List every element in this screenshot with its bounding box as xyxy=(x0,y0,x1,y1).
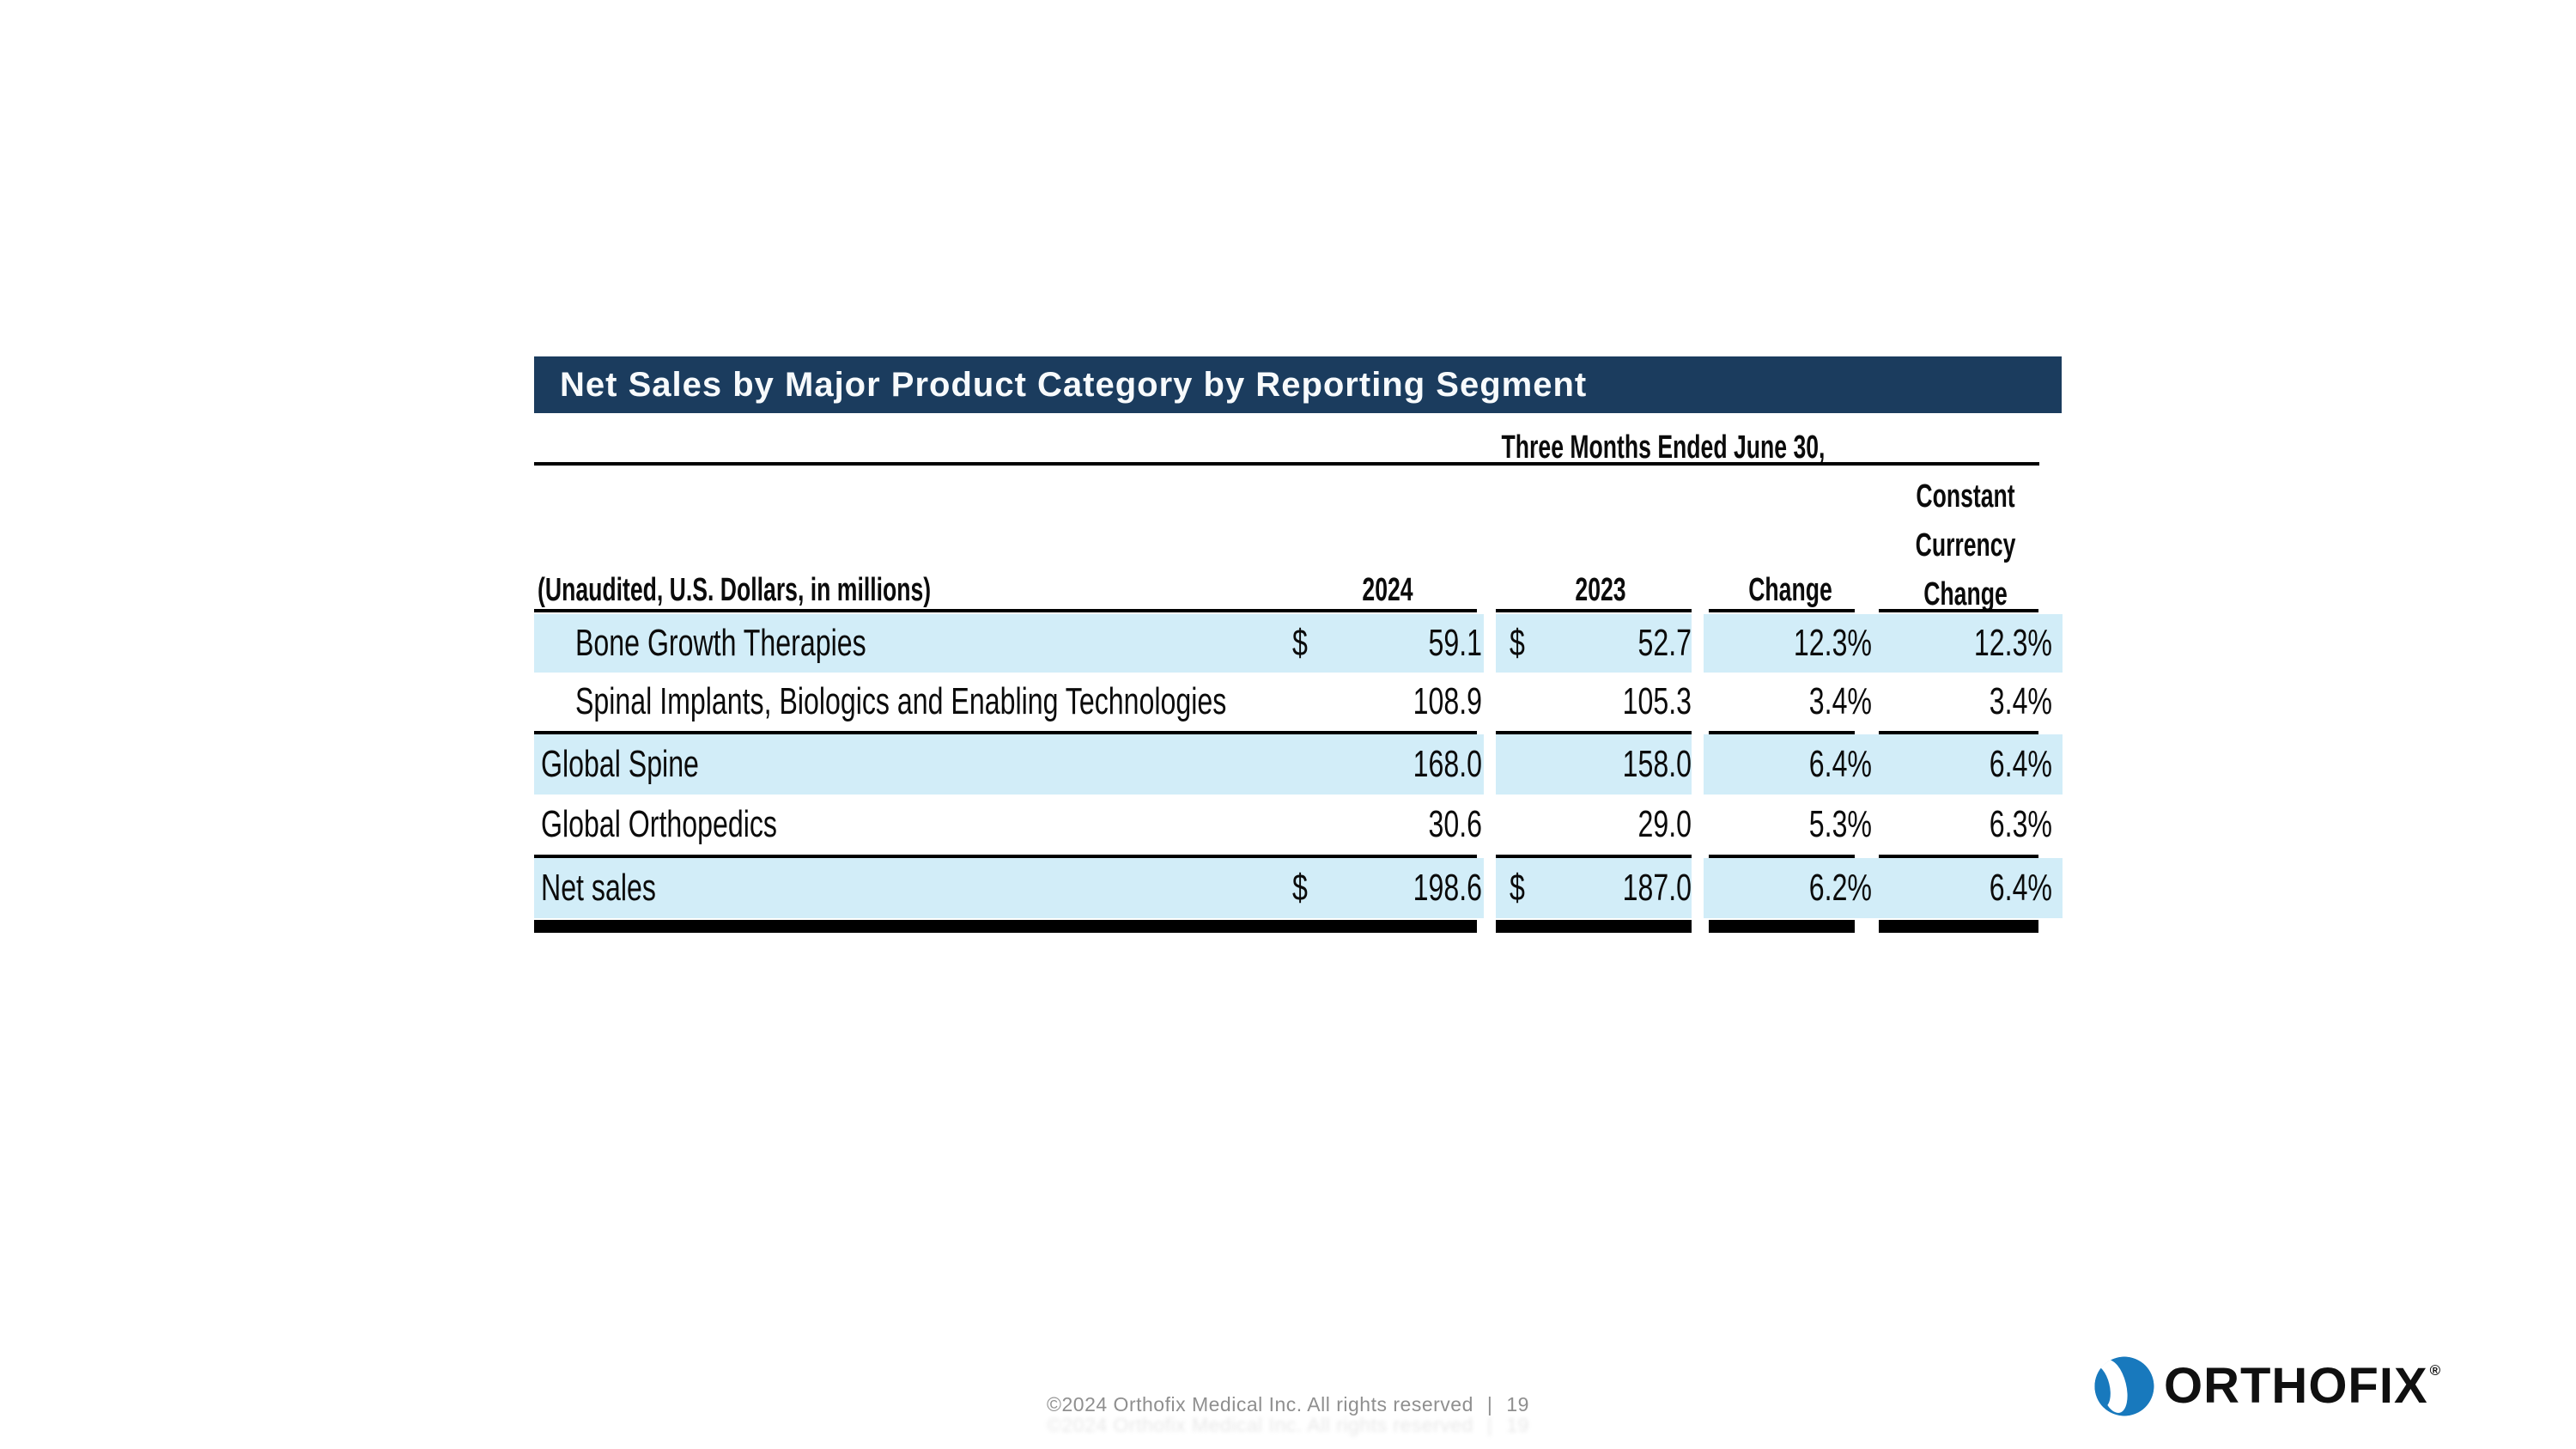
table-row-net-sales: Net sales $ 198.6 $ 187.0 6.2% 6.4% xyxy=(534,858,2063,918)
subtotal-underline-segment xyxy=(534,731,1477,734)
value-constant-currency-change: 3.4% xyxy=(1989,680,2052,722)
subtotal-underline-segment xyxy=(1879,731,2038,734)
header-underline-segment xyxy=(1879,609,2038,612)
total-underline-segment xyxy=(1496,855,1692,858)
value-2023: 52.7 xyxy=(1637,622,1692,664)
orthofix-wordmark: ORTHOFIX ® xyxy=(2164,1361,2441,1411)
cc-header-line-1: Constant xyxy=(1916,478,2015,514)
dollar-sign: $ xyxy=(1510,622,1525,664)
value-constant-currency-change: 6.4% xyxy=(1989,743,2052,785)
dollar-sign: $ xyxy=(1292,867,1308,909)
footer: ©2024 Orthofix Medical Inc. All rights r… xyxy=(0,1393,2576,1416)
table-bottom-bar-segment xyxy=(1709,920,1855,933)
table-row-bone-growth-therapies: Bone Growth Therapies $ 59.1 $ 52.7 12.3… xyxy=(534,614,2063,673)
table-row-global-spine: Global Spine 168.0 158.0 6.4% 6.4% xyxy=(534,734,2063,795)
value-2023: 158.0 xyxy=(1622,743,1692,785)
footer-separator: | xyxy=(1486,1393,1493,1416)
table-bottom-bar-segment xyxy=(1496,920,1692,933)
period-header: Three Months Ended June 30, xyxy=(1501,429,1826,466)
cc-header-line-3: Change xyxy=(1923,576,2008,612)
column-header-2024: 2024 xyxy=(1362,572,1413,608)
value-change: 6.2% xyxy=(1808,867,1872,909)
value-constant-currency-change: 12.3% xyxy=(1973,622,2052,664)
value-2023: 187.0 xyxy=(1622,867,1692,909)
header-top-rule xyxy=(534,462,2039,466)
table-title-bar: Net Sales by Major Product Category by R… xyxy=(534,356,2062,413)
table-row-spinal-implants: Spinal Implants, Biologics and Enabling … xyxy=(534,673,2063,731)
value-2024: 168.0 xyxy=(1413,743,1482,785)
table-row-global-orthopedics: Global Orthopedics 30.6 29.0 5.3% 6.3% xyxy=(534,795,2063,855)
registered-mark: ® xyxy=(2429,1362,2442,1379)
copyright-text: ©2024 Orthofix Medical Inc. All rights r… xyxy=(1047,1393,1473,1416)
column-header-constant-currency-change: Constant Currency Change xyxy=(1880,472,2051,619)
column-gap xyxy=(1484,734,1496,795)
table-title: Net Sales by Major Product Category by R… xyxy=(560,365,1588,404)
value-2024: 59.1 xyxy=(1428,622,1482,664)
logo-text: ORTHOFIX xyxy=(2164,1358,2428,1414)
value-constant-currency-change: 6.3% xyxy=(1989,803,2052,845)
value-2024: 198.6 xyxy=(1413,867,1482,909)
table-bottom-bar-segment xyxy=(1879,920,2038,933)
total-underline-segment xyxy=(1879,855,2038,858)
value-change: 12.3% xyxy=(1793,622,1872,664)
row-label: Bone Growth Therapies xyxy=(575,622,866,664)
table-bottom-bar-segment xyxy=(534,920,1477,933)
value-2023: 29.0 xyxy=(1637,803,1692,845)
value-change: 5.3% xyxy=(1808,803,1872,845)
column-gap xyxy=(1692,614,1704,673)
cc-header-line-2: Currency xyxy=(1915,527,2016,563)
value-2024: 30.6 xyxy=(1428,803,1482,845)
orthofix-logo-icon xyxy=(2094,1356,2154,1416)
unit-note: (Unaudited, U.S. Dollars, in millions) xyxy=(538,572,932,608)
column-gap xyxy=(1484,614,1496,673)
footer-reflection: ©2024 Orthofix Medical Inc. All rights r… xyxy=(1047,1414,1529,1436)
page-number: 19 xyxy=(1506,1393,1529,1416)
row-label: Global Orthopedics xyxy=(541,803,777,845)
total-underline-segment xyxy=(1709,855,1855,858)
header-underline-segment xyxy=(1496,609,1692,612)
row-label: Net sales xyxy=(541,867,656,909)
column-header-2023: 2023 xyxy=(1575,572,1626,608)
row-label: Global Spine xyxy=(541,743,699,785)
total-underline-segment xyxy=(534,855,1477,858)
value-2023: 105.3 xyxy=(1622,680,1692,722)
column-gap xyxy=(1692,734,1704,795)
value-change: 6.4% xyxy=(1808,743,1872,785)
row-label: Spinal Implants, Biologics and Enabling … xyxy=(575,680,1227,722)
column-header-change: Change xyxy=(1748,572,1832,608)
column-gap xyxy=(1484,858,1496,918)
column-gap xyxy=(1692,858,1704,918)
dollar-sign: $ xyxy=(1510,867,1525,909)
header-underline-segment xyxy=(534,609,1477,612)
subtotal-underline-segment xyxy=(1496,731,1692,734)
subtotal-underline-segment xyxy=(1709,731,1855,734)
value-constant-currency-change: 6.4% xyxy=(1989,867,2052,909)
orthofix-logo: ORTHOFIX ® xyxy=(2093,1355,2441,1417)
dollar-sign: $ xyxy=(1292,622,1308,664)
value-change: 3.4% xyxy=(1808,680,1872,722)
value-2024: 108.9 xyxy=(1413,680,1482,722)
header-underline-segment xyxy=(1709,609,1855,612)
